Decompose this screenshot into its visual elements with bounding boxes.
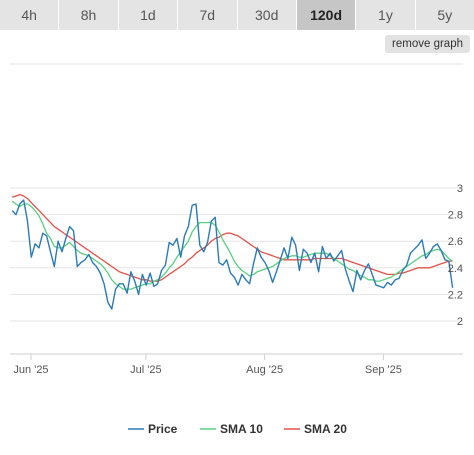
legend-item-sma10[interactable]: SMA 10 [220, 422, 263, 436]
tab-1y[interactable]: 1y [356, 0, 416, 30]
tab-7d[interactable]: 7d [178, 0, 238, 30]
y-tick-label: 2.4 [448, 263, 463, 275]
tab-8h[interactable]: 8h [59, 0, 119, 30]
chart-series [11, 193, 454, 310]
price-chart: 2 2.2 2.4 2.6 2.8 3 Jun '25 Jul '25 Aug '25 Sep … [10, 63, 463, 436]
y-axis: 2 2.2 2.4 2.6 2.8 3 [448, 183, 463, 328]
tab-30d[interactable]: 30d [237, 0, 297, 30]
series-line-sma20 [11, 193, 453, 282]
legend-item-sma20[interactable]: SMA 20 [304, 422, 347, 436]
tab-1d[interactable]: 1d [118, 0, 179, 30]
y-tick-label: 3 [457, 183, 463, 195]
x-tick-label: Sep '25 [365, 364, 402, 376]
series-line-sma10 [11, 200, 453, 290]
y-tick-label: 2.2 [448, 289, 463, 301]
remove-graph-button[interactable]: remove graph [385, 35, 470, 53]
tab-120d[interactable]: 120d [296, 0, 357, 30]
series-line-price [11, 199, 454, 310]
timeframe-tabs: 4h 8h 1d 7d 30d 120d 1y 5y [0, 0, 474, 30]
y-tick-label: 2 [457, 316, 463, 328]
x-tick-label: Aug '25 [246, 364, 283, 376]
chart-legend: Price SMA 10 SMA 20 [128, 422, 347, 436]
legend-item-price[interactable]: Price [148, 422, 178, 436]
tab-4h[interactable]: 4h [0, 0, 60, 30]
x-tick-label: Jun '25 [13, 364, 48, 376]
y-tick-label: 2.8 [448, 210, 463, 222]
y-tick-label: 2.6 [448, 236, 463, 248]
x-axis: Jun '25 Jul '25 Aug '25 Sep '25 [13, 354, 402, 376]
chart-grid [10, 63, 463, 355]
x-tick-label: Jul '25 [130, 364, 161, 376]
tab-5y[interactable]: 5y [415, 0, 474, 30]
